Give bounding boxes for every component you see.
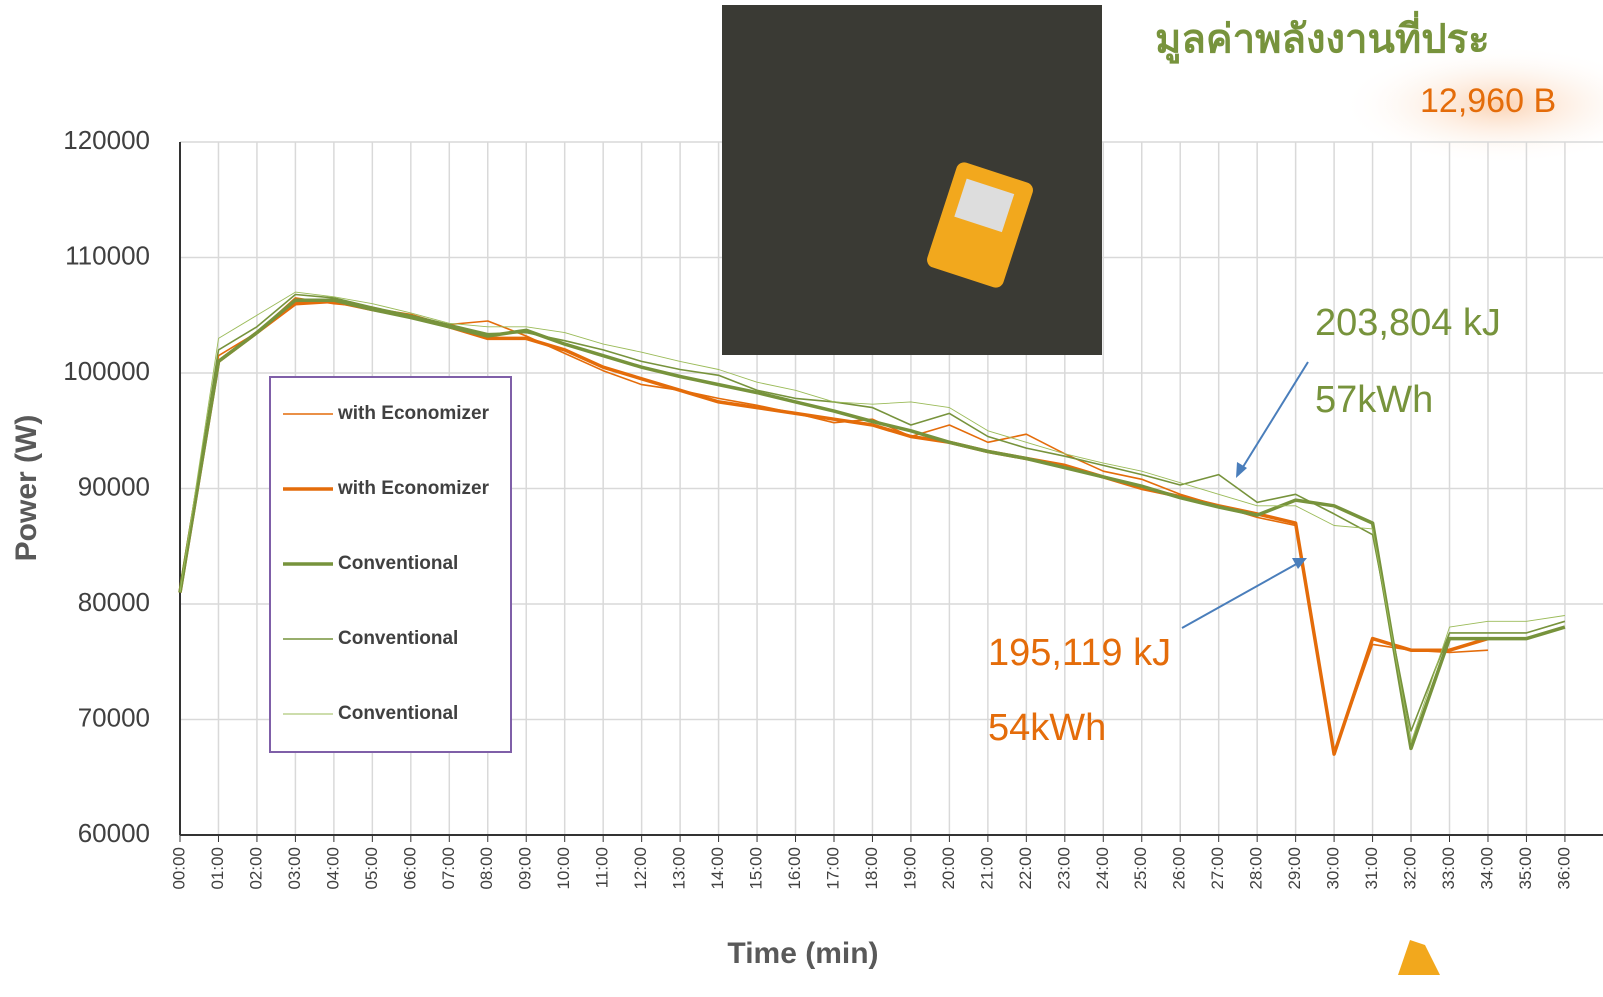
y-tick-label: 60000 bbox=[78, 818, 150, 848]
y-tick-label: 70000 bbox=[78, 702, 150, 732]
x-tick-label: 21:00 bbox=[977, 847, 996, 890]
x-tick-label: 33:00 bbox=[1439, 847, 1458, 890]
legend-label: Conventional bbox=[338, 703, 458, 724]
y-tick-label: 110000 bbox=[65, 240, 150, 270]
x-tick-label: 26:00 bbox=[1170, 847, 1189, 890]
x-tick-label: 32:00 bbox=[1401, 847, 1420, 890]
x-tick-label: 15:00 bbox=[747, 847, 766, 890]
arrow bbox=[1237, 361, 1309, 476]
annotation: 195,119 kJ bbox=[988, 632, 1171, 674]
series-line bbox=[179, 291, 1565, 744]
y-tick-label: 90000 bbox=[78, 471, 150, 501]
x-tick-label: 18:00 bbox=[862, 847, 881, 890]
y-axis-label: Power (W) bbox=[10, 415, 43, 562]
x-tick-label: 19:00 bbox=[900, 847, 919, 890]
x-tick-label: 06:00 bbox=[400, 847, 419, 890]
x-tick-label: 22:00 bbox=[1016, 847, 1035, 890]
legend-label: Conventional bbox=[338, 553, 458, 574]
series-line bbox=[179, 293, 1566, 732]
legend-label: with Economizer bbox=[337, 403, 490, 424]
x-tick-label: 05:00 bbox=[362, 847, 381, 890]
x-tick-label: 28:00 bbox=[1247, 847, 1266, 890]
arrow-head bbox=[1236, 462, 1247, 478]
x-tick-label: 16:00 bbox=[785, 847, 804, 890]
annotation: 203,804 kJ bbox=[1315, 302, 1501, 344]
logo bbox=[1398, 940, 1440, 975]
x-tick-label: 07:00 bbox=[439, 847, 458, 890]
x-tick-label: 34:00 bbox=[1477, 847, 1496, 890]
x-tick-label: 13:00 bbox=[670, 847, 689, 890]
x-tick-label: 25:00 bbox=[1131, 847, 1150, 890]
y-tick-label: 100000 bbox=[63, 356, 150, 386]
y-tick-label: 120000 bbox=[63, 125, 150, 155]
subtitle: 12,960 B bbox=[1420, 82, 1556, 120]
annotation: 54kWh bbox=[988, 707, 1106, 749]
arrow-head bbox=[1292, 558, 1307, 569]
x-tick-label: 36:00 bbox=[1554, 847, 1573, 890]
title: มูลค่าพลังงานที่ประ bbox=[1155, 11, 1490, 64]
legend-label: with Economizer bbox=[337, 478, 490, 499]
x-tick-label: 04:00 bbox=[323, 847, 342, 890]
x-tick-label: 02:00 bbox=[246, 847, 265, 890]
arrow bbox=[1181, 561, 1301, 629]
x-tick-label: 27:00 bbox=[1208, 847, 1227, 890]
photo-screen bbox=[954, 178, 1015, 233]
highlight bbox=[1340, 45, 1603, 165]
x-tick-label: 01:00 bbox=[208, 847, 227, 890]
x-tick-label: 00:00 bbox=[169, 847, 188, 890]
x-tick-label: 17:00 bbox=[823, 847, 842, 890]
annotation: 57kWh bbox=[1315, 379, 1433, 421]
x-tick-label: 08:00 bbox=[477, 847, 496, 890]
x-tick-label: 20:00 bbox=[939, 847, 958, 890]
photo bbox=[722, 5, 1102, 355]
x-tick-label: 10:00 bbox=[554, 847, 573, 890]
y-tick-label: 80000 bbox=[78, 587, 150, 617]
x-tick-label: 12:00 bbox=[631, 847, 650, 890]
x-tick-label: 11:00 bbox=[593, 847, 612, 888]
x-tick-label: 09:00 bbox=[516, 847, 535, 890]
x-tick-label: 29:00 bbox=[1285, 847, 1304, 890]
x-axis-label: Time (min) bbox=[727, 937, 878, 970]
series-line bbox=[178, 298, 1566, 751]
x-tick-label: 14:00 bbox=[708, 847, 727, 890]
x-tick-label: 30:00 bbox=[1324, 847, 1343, 890]
x-tick-label: 23:00 bbox=[1054, 847, 1073, 890]
x-tick-label: 31:00 bbox=[1362, 847, 1381, 890]
x-tick-label: 03:00 bbox=[285, 847, 304, 890]
x-tick-label: 35:00 bbox=[1516, 847, 1535, 890]
legend-label: Conventional bbox=[338, 628, 458, 649]
x-tick-label: 24:00 bbox=[1093, 847, 1112, 890]
